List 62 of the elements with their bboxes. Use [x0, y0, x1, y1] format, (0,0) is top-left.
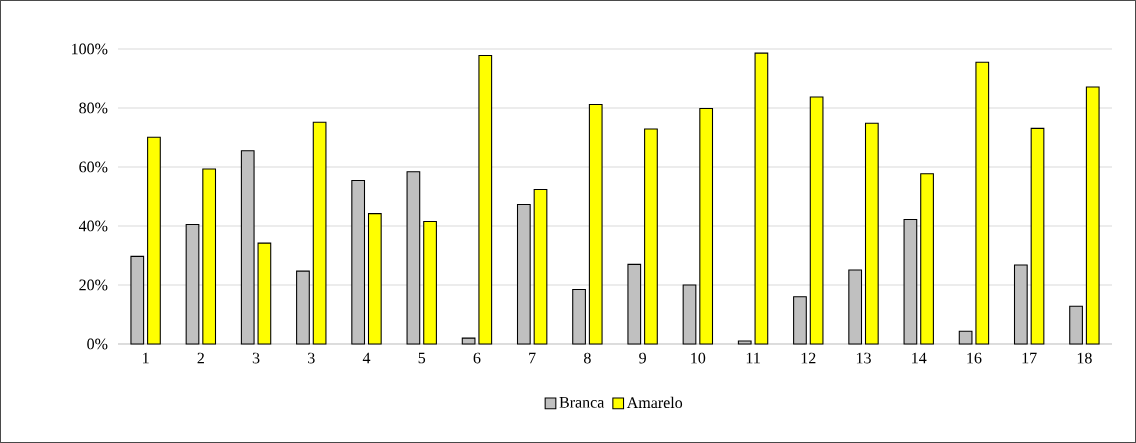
bar — [533, 188, 548, 345]
bar — [312, 121, 327, 345]
bar — [793, 296, 807, 345]
bar — [202, 168, 217, 345]
legend-label: Amarelo — [626, 396, 683, 409]
bar — [185, 223, 200, 345]
x-tick-label: 9 — [639, 352, 646, 364]
bar — [1085, 86, 1100, 345]
bar — [699, 108, 714, 345]
x-tick-label: 2 — [197, 352, 204, 364]
x-tick-label: 3 — [308, 352, 315, 364]
bar — [478, 54, 493, 345]
y-tick-label: 100% — [72, 43, 108, 55]
x-tick-label: 16 — [967, 352, 982, 364]
bar — [423, 221, 437, 345]
bar — [240, 150, 255, 345]
x-tick-label: 11 — [746, 352, 760, 364]
x-tick-label: 17 — [1022, 352, 1037, 364]
bar — [147, 136, 161, 345]
bar — [296, 270, 310, 345]
x-tick-label: 6 — [473, 352, 481, 364]
bar — [682, 284, 697, 345]
bar — [920, 173, 934, 345]
y-tick-label: 60% — [79, 161, 108, 173]
x-tick-label: 5 — [418, 352, 426, 364]
bar — [351, 180, 366, 345]
bar — [1013, 264, 1028, 345]
bar — [644, 128, 658, 345]
x-tick-label: 18 — [1077, 352, 1092, 364]
bar — [588, 103, 603, 345]
x-tick-label: 4 — [362, 352, 371, 364]
bar — [903, 218, 918, 345]
bar — [627, 263, 642, 345]
x-tick-label: 13 — [856, 352, 871, 364]
bar — [461, 337, 476, 345]
x-tick-label: 10 — [691, 352, 706, 364]
x-tick-label: 1 — [143, 352, 149, 364]
x-tick-label: 7 — [529, 352, 536, 364]
bar — [1030, 127, 1045, 345]
bar — [130, 255, 145, 345]
y-tick-label: 0% — [87, 338, 108, 350]
x-tick-label: 14 — [912, 352, 927, 364]
bar — [257, 242, 272, 345]
bar — [958, 330, 973, 345]
bar — [737, 340, 752, 345]
x-tick-label: 12 — [801, 352, 816, 364]
bar — [406, 171, 421, 345]
y-tick-label: 40% — [78, 220, 108, 232]
bar — [1069, 305, 1083, 345]
x-tick-label: 3 — [252, 352, 260, 364]
x-tick-label: 8 — [584, 352, 591, 364]
bar — [367, 213, 382, 345]
bar — [848, 269, 863, 345]
y-tick-label: 20% — [79, 279, 108, 291]
bar — [516, 203, 531, 345]
bar — [754, 52, 769, 345]
bar — [809, 96, 824, 345]
y-tick-label: 80% — [79, 102, 108, 114]
bar — [572, 288, 586, 345]
legend-label: Branca — [559, 397, 605, 408]
bar — [975, 61, 990, 345]
bar — [864, 122, 879, 345]
